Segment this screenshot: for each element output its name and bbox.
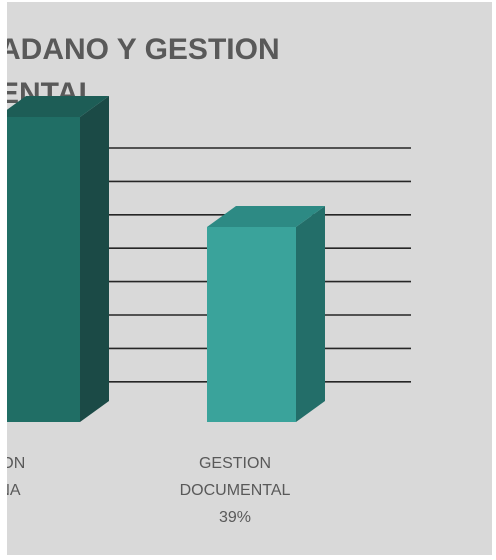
bar: [7, 117, 80, 422]
chart-panel: ADANO Y GESTION ENTAL IPACION ADANA 5% G…: [7, 2, 492, 555]
category-label-line-2: ADANA: [7, 482, 21, 499]
bar-chart: [7, 96, 411, 422]
bar-side-face: [80, 96, 109, 422]
category-label-gestion: GESTION DOCUMENTAL 39%: [145, 450, 325, 531]
category-label-participacion: IPACION ADANA 5%: [7, 450, 83, 531]
bar-top-face: [7, 96, 109, 117]
category-label-line-2: DOCUMENTAL: [179, 482, 291, 499]
bar-top-face: [207, 206, 325, 227]
category-label-line-1: IPACION: [7, 455, 26, 472]
chart-title-line-1: ADANO Y GESTION: [7, 33, 280, 66]
category-percent: 39%: [218, 509, 252, 526]
bar: [207, 227, 296, 422]
category-label-line-1: GESTION: [198, 455, 271, 472]
category-percent: 5%: [7, 504, 83, 531]
bar-side-face: [296, 206, 325, 422]
